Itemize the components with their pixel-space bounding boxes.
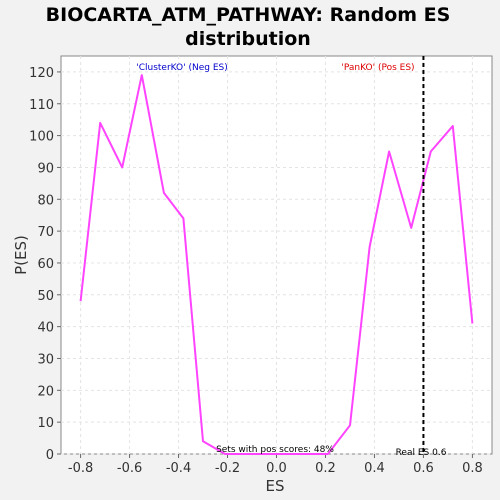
grid [61, 56, 492, 455]
y-tick-label: 80 [37, 193, 54, 208]
x-tick-label: -0.4 [166, 461, 191, 476]
y-tick-label: 70 [37, 225, 54, 240]
pos-scores-label: Sets with pos scores: 48% [216, 445, 334, 455]
x-tick-label: -0.6 [117, 461, 142, 476]
x-tick-label: -0.8 [68, 461, 93, 476]
y-tick-label: 40 [37, 321, 54, 336]
y-tick-label: 50 [37, 289, 54, 304]
series-layer [79, 56, 474, 455]
y-axis-label: P(ES) [12, 235, 30, 275]
y-tick-label: 100 [29, 130, 54, 145]
x-tick-label: 0.2 [315, 461, 336, 476]
y-tick-label: 20 [37, 384, 54, 399]
axes: -0.8 -0.6 -0.4 -0.2 0.0 0.2 0.4 0.6 0.8 0 10 20 30 40… [29, 66, 483, 476]
real-es-label: Real ES 0.6 [396, 448, 447, 458]
x-tick-label: -0.2 [215, 461, 240, 476]
y-tick-label: 0 [46, 448, 54, 463]
neg-es-label: 'ClusterKO' (Neg ES) [136, 63, 228, 73]
y-tick-label: 60 [37, 257, 54, 272]
x-tick-label: 0.6 [413, 461, 434, 476]
x-tick-label: 0.8 [462, 461, 483, 476]
y-tick-label: 90 [37, 161, 54, 176]
pos-es-label: 'PanKO' (Pos ES) [341, 63, 414, 73]
series-line [79, 74, 474, 455]
y-tick-label: 30 [37, 352, 54, 367]
chart-title-line-2: distribution [185, 28, 311, 50]
x-tick-label: 0.0 [266, 461, 287, 476]
y-tick-label: 10 [37, 416, 54, 431]
y-tick-label: 120 [29, 66, 54, 81]
x-axis-label: ES [266, 477, 285, 495]
x-tick-label: 0.4 [364, 461, 385, 476]
chart-title: BIOCARTA_ATM_PATHWAY: Random ES [46, 4, 451, 26]
y-tick-label: 110 [29, 98, 54, 113]
